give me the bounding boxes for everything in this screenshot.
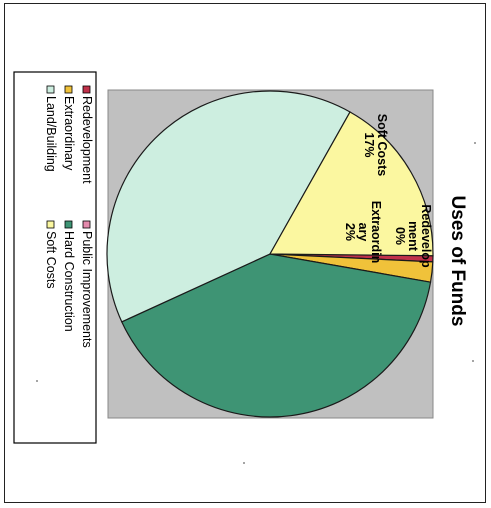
legend: Redevelopment Extraordinary Land/Building P… (44, 85, 94, 348)
legend-label: Public Improvements (80, 231, 94, 348)
legend-item: Land/Building (44, 85, 58, 172)
scan-speck (474, 142, 476, 144)
legend-label: Hard Construction (62, 231, 76, 332)
legend-swatch (64, 85, 73, 94)
legend-item: Redevelopment (80, 85, 94, 184)
legend-swatch (64, 220, 73, 229)
legend-label: Soft Costs (44, 231, 58, 289)
scan-speck (472, 360, 474, 362)
pie-slice-soft-costs (268, 111, 434, 257)
pie-slices (106, 90, 434, 418)
chart-title: Uses of Funds (447, 196, 468, 327)
scan-speck (36, 380, 38, 382)
legend-item: Public Improvements (80, 220, 94, 348)
legend-swatch (82, 85, 91, 94)
legend-item: Hard Construction (62, 220, 76, 332)
pie-slice-hard-construction (120, 253, 432, 418)
slice-label: Redevelopment0% (393, 204, 433, 268)
legend-label: Redevelopment (80, 96, 94, 184)
legend-label: Extraordinary (62, 96, 76, 171)
slice-label: Extraordinary2% (343, 201, 383, 264)
legend-swatch (46, 85, 55, 94)
legend-box (13, 71, 97, 444)
legend-item: Soft Costs (44, 220, 58, 289)
legend-swatch (46, 220, 55, 229)
legend-item: Extraordinary (62, 85, 76, 171)
legend-swatch (82, 220, 91, 229)
legend-label: Land/Building (44, 96, 58, 172)
slice-label: Soft Costs17% (362, 114, 389, 177)
slice-labels: Redevelopment0%Extraordinary2% Soft Costs… (343, 114, 433, 268)
scan-speck (243, 462, 245, 464)
pie-slice-land-building (106, 90, 351, 323)
